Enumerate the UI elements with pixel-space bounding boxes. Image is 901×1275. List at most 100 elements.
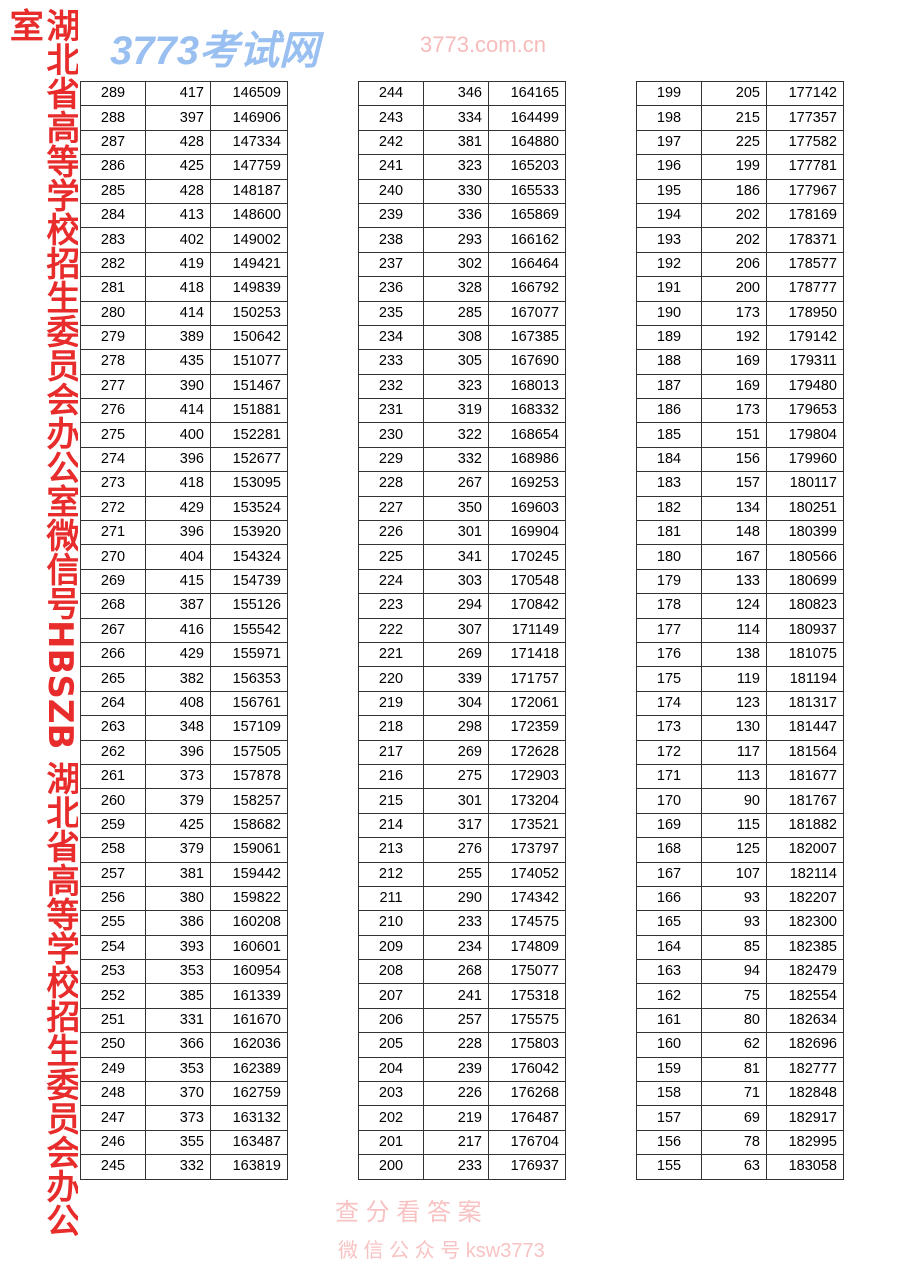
score-cell: 276 bbox=[80, 398, 146, 424]
watermark-site-logo: 3773考试网 bbox=[110, 29, 319, 73]
table-row: 240 330 165533 bbox=[358, 178, 566, 204]
cumulative-cell: 165203 bbox=[488, 154, 566, 180]
score-cell: 171 bbox=[636, 763, 702, 790]
count-cell: 350 bbox=[423, 495, 489, 522]
count-cell: 381 bbox=[423, 129, 489, 156]
table-row: 191 200 178777 bbox=[636, 276, 844, 302]
count-cell: 217 bbox=[423, 1129, 489, 1156]
score-cell: 232 bbox=[358, 373, 424, 400]
cumulative-cell: 151881 bbox=[210, 398, 288, 424]
count-cell: 148 bbox=[701, 520, 767, 546]
table-row: 245 332 163819 bbox=[80, 1154, 288, 1180]
table-row: 236 328 166792 bbox=[358, 276, 566, 302]
count-cell: 373 bbox=[145, 763, 211, 790]
score-cell: 237 bbox=[358, 251, 424, 278]
score-cell: 170 bbox=[636, 788, 702, 814]
table-row: 237 302 166464 bbox=[358, 251, 566, 278]
count-cell: 205 bbox=[701, 80, 767, 107]
table-row: 218 298 172359 bbox=[358, 715, 566, 741]
score-cell: 281 bbox=[80, 276, 146, 302]
cumulative-cell: 169253 bbox=[488, 471, 566, 497]
cumulative-cell: 166792 bbox=[488, 276, 566, 302]
cumulative-cell: 179960 bbox=[766, 446, 844, 473]
count-cell: 275 bbox=[423, 763, 489, 790]
cumulative-cell: 179480 bbox=[766, 373, 844, 400]
score-cell: 183 bbox=[636, 471, 702, 497]
score-cell: 174 bbox=[636, 690, 702, 717]
count-cell: 308 bbox=[423, 324, 489, 351]
score-cell: 168 bbox=[636, 837, 702, 863]
count-cell: 269 bbox=[423, 739, 489, 765]
score-cell: 260 bbox=[80, 788, 146, 814]
cumulative-cell: 182300 bbox=[766, 910, 844, 936]
score-cell: 158 bbox=[636, 1081, 702, 1107]
cumulative-cell: 182007 bbox=[766, 837, 844, 863]
count-cell: 348 bbox=[145, 715, 211, 741]
count-cell: 417 bbox=[145, 80, 211, 107]
count-cell: 63 bbox=[701, 1154, 767, 1180]
cumulative-cell: 157878 bbox=[210, 763, 288, 790]
count-cell: 380 bbox=[145, 885, 211, 912]
cumulative-cell: 154739 bbox=[210, 568, 288, 595]
score-cell: 208 bbox=[358, 959, 424, 985]
table-row: 250 366 162036 bbox=[80, 1032, 288, 1058]
count-cell: 404 bbox=[145, 544, 211, 570]
score-cell: 178 bbox=[636, 593, 702, 619]
cumulative-cell: 150253 bbox=[210, 300, 288, 326]
table-row: 241 323 165203 bbox=[358, 154, 566, 180]
cumulative-cell: 179653 bbox=[766, 398, 844, 424]
count-cell: 428 bbox=[145, 178, 211, 204]
score-cell: 228 bbox=[358, 471, 424, 497]
cumulative-cell: 182479 bbox=[766, 959, 844, 985]
count-cell: 336 bbox=[423, 202, 489, 229]
count-cell: 400 bbox=[145, 422, 211, 448]
cumulative-cell: 166464 bbox=[488, 251, 566, 278]
cumulative-cell: 179804 bbox=[766, 422, 844, 448]
count-cell: 123 bbox=[701, 690, 767, 717]
count-cell: 382 bbox=[145, 666, 211, 692]
score-cell: 181 bbox=[636, 520, 702, 546]
count-cell: 386 bbox=[145, 910, 211, 936]
table-row: 200 233 176937 bbox=[358, 1154, 566, 1180]
score-cell: 186 bbox=[636, 398, 702, 424]
table-row: 259 425 158682 bbox=[80, 812, 288, 839]
table-row: 162 75 182554 bbox=[636, 983, 844, 1009]
table-row: 258 379 159061 bbox=[80, 837, 288, 863]
count-cell: 119 bbox=[701, 666, 767, 692]
cumulative-cell: 160954 bbox=[210, 959, 288, 985]
table-row: 204 239 176042 bbox=[358, 1056, 566, 1083]
cumulative-cell: 152281 bbox=[210, 422, 288, 448]
count-cell: 429 bbox=[145, 495, 211, 522]
table-row: 210 233 174575 bbox=[358, 910, 566, 936]
cumulative-cell: 160601 bbox=[210, 934, 288, 961]
cumulative-cell: 177582 bbox=[766, 129, 844, 156]
count-cell: 379 bbox=[145, 788, 211, 814]
table-row: 190 173 178950 bbox=[636, 300, 844, 326]
cumulative-cell: 157109 bbox=[210, 715, 288, 741]
count-cell: 293 bbox=[423, 227, 489, 253]
table-row: 194 202 178169 bbox=[636, 202, 844, 229]
cumulative-cell: 163487 bbox=[210, 1129, 288, 1156]
table-row: 201 217 176704 bbox=[358, 1129, 566, 1156]
table-row: 225 341 170245 bbox=[358, 544, 566, 570]
table-row: 161 80 182634 bbox=[636, 1007, 844, 1034]
cumulative-cell: 177781 bbox=[766, 154, 844, 180]
cumulative-cell: 169904 bbox=[488, 520, 566, 546]
count-cell: 396 bbox=[145, 446, 211, 473]
score-cell: 254 bbox=[80, 934, 146, 961]
cumulative-cell: 150642 bbox=[210, 324, 288, 351]
table-row: 214 317 173521 bbox=[358, 812, 566, 839]
score-cell: 176 bbox=[636, 641, 702, 668]
score-cell: 240 bbox=[358, 178, 424, 204]
count-cell: 390 bbox=[145, 373, 211, 400]
count-cell: 425 bbox=[145, 154, 211, 180]
table-row: 208 268 175077 bbox=[358, 959, 566, 985]
score-cell: 288 bbox=[80, 105, 146, 131]
table-row: 288 397 146906 bbox=[80, 105, 288, 131]
score-cell: 167 bbox=[636, 861, 702, 887]
count-cell: 301 bbox=[423, 788, 489, 814]
count-cell: 169 bbox=[701, 373, 767, 400]
count-cell: 334 bbox=[423, 105, 489, 131]
count-cell: 397 bbox=[145, 105, 211, 131]
score-cell: 274 bbox=[80, 446, 146, 473]
